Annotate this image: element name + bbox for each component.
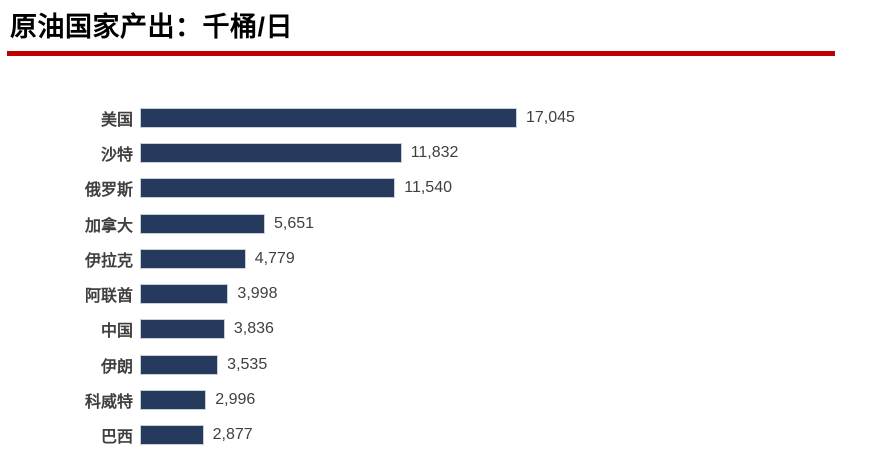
bar-row: 沙特 11,832 (0, 135, 873, 170)
bar-row: 伊朗 3,535 (0, 347, 873, 382)
category-label: 俄罗斯 (84, 182, 133, 200)
value-label: 5,651 (273, 214, 315, 232)
value-label: 3,836 (233, 320, 274, 338)
value-label: 11,540 (404, 179, 452, 197)
bar (140, 213, 265, 234)
value-label: 4,779 (254, 249, 295, 267)
category-label: 阿联酋 (84, 288, 133, 306)
bar-row: 伊拉克 4,779 (0, 241, 873, 276)
bar (140, 178, 396, 199)
value-label: 2,877 (212, 426, 253, 444)
category-label: 美国 (100, 111, 133, 129)
value-label: 3,535 (227, 355, 268, 373)
value-label: 3,998 (237, 285, 278, 303)
bar (140, 319, 225, 340)
bar-row: 中国 3,836 (0, 312, 873, 347)
category-label: 沙特 (100, 146, 133, 164)
bar (140, 107, 517, 128)
bar-row: 俄罗斯 11,540 (0, 171, 873, 206)
category-label: 伊拉克 (84, 252, 133, 270)
bar-row: 阿联酋 3,998 (0, 276, 873, 311)
bar (140, 284, 229, 305)
bar (140, 354, 219, 375)
bar-row: 加拿大 5,651 (0, 206, 873, 241)
bar (140, 142, 402, 163)
bar-row: 巴西 2,877 (0, 418, 873, 453)
bar (140, 390, 207, 411)
chart-title: 原油国家产出：千桶/日 (10, 12, 294, 42)
category-label: 伊朗 (100, 358, 133, 376)
category-label: 加拿大 (84, 217, 133, 235)
category-label: 中国 (100, 323, 133, 341)
value-label: 17,045 (526, 108, 575, 126)
value-label: 2,996 (215, 391, 256, 409)
value-label: 11,832 (410, 143, 459, 161)
bar-chart: 美国 17,045 沙特 11,832 俄罗斯 11,540 加拿大 5,651… (0, 100, 873, 453)
bar-row: 科威特 2,996 (0, 382, 873, 417)
category-label: 巴西 (100, 429, 133, 447)
category-label: 科威特 (84, 394, 133, 412)
bar (140, 425, 204, 446)
bar-row: 美国 17,045 (0, 100, 873, 135)
title-underline (7, 51, 835, 56)
bar (140, 248, 246, 269)
